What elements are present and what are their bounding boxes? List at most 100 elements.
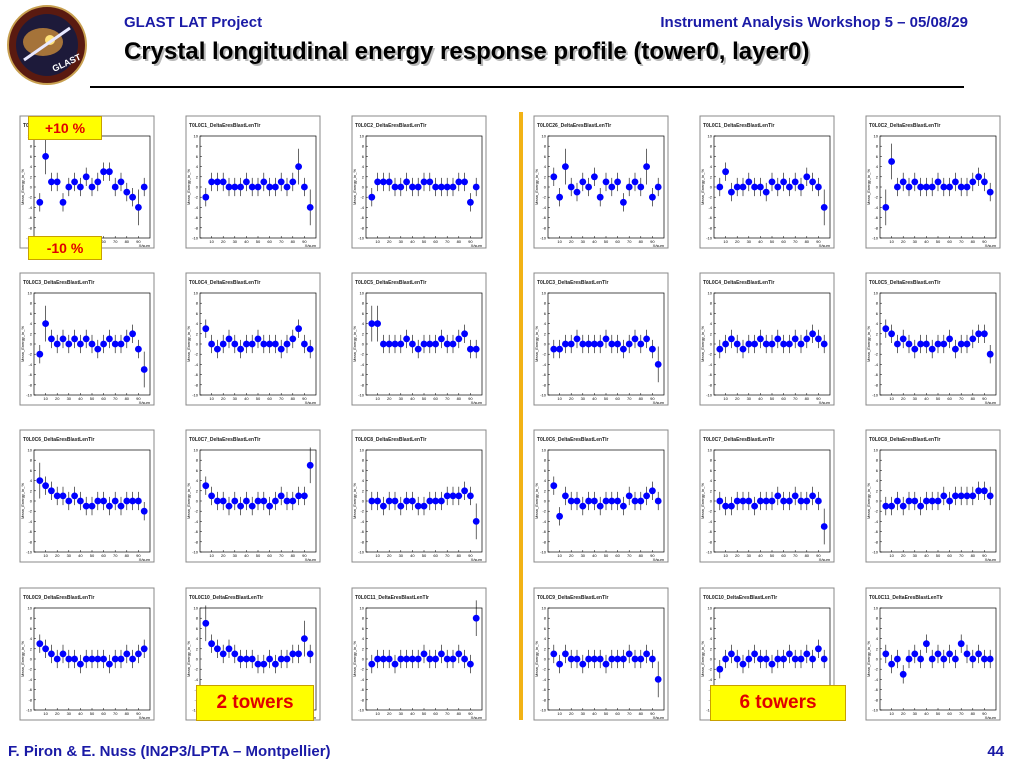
y-tick-label: 6: [544, 154, 547, 159]
data-point: [368, 660, 376, 668]
panel-title: T0L0C11_DeltaEresBlastLenTlr: [869, 595, 943, 601]
data-point: [815, 183, 822, 191]
data-point: [461, 178, 468, 186]
y-tick-label: -4: [708, 205, 712, 210]
y-tick-label: -2: [28, 195, 32, 200]
data-point: [625, 650, 633, 658]
y-tick-label: 2: [196, 174, 199, 179]
data-point: [248, 340, 256, 348]
y-tick-label: -6: [542, 372, 546, 377]
profile-panel: T0L0C3_DeltaEresBlastLenTlr -10 -8 -6 -4 -2 0 2…: [533, 272, 669, 406]
data-point: [231, 183, 239, 191]
y-tick-label: -4: [708, 677, 712, 682]
y-tick-label: 8: [544, 616, 547, 621]
y-tick-label: 10: [708, 448, 713, 453]
x-tick-label: 20: [569, 711, 574, 716]
panel-title: T0L0C1_DeltaEresBlastLenTlr: [189, 123, 260, 129]
data-point: [135, 497, 142, 505]
data-point: [409, 497, 416, 505]
panel-frame: [865, 429, 1001, 563]
y-tick-label: 0: [196, 185, 199, 190]
y-tick-label: 0: [710, 499, 713, 504]
x-tick-label: 10: [209, 553, 214, 558]
y-tick-label: 8: [544, 301, 547, 306]
y-tick-label: -10: [192, 393, 199, 398]
data-point: [467, 492, 474, 500]
y-axis-label: Mean_Energy_in_%: [20, 169, 25, 205]
y-tick-label: 10: [194, 448, 199, 453]
y-tick-label: 4: [876, 321, 879, 326]
data-point: [254, 660, 262, 668]
data-point: [208, 178, 216, 186]
data-point: [643, 335, 650, 343]
data-point: [414, 345, 422, 353]
panel-title: T0L0C8_DeltaEresBlastLenTlr: [355, 437, 426, 443]
data-point: [123, 650, 131, 658]
data-point: [631, 178, 639, 186]
x-tick-label: 80: [457, 396, 462, 401]
y-tick-label: 6: [710, 626, 713, 631]
y-tick-label: -6: [542, 687, 546, 692]
y-tick-label: 2: [30, 646, 33, 651]
data-point: [391, 660, 399, 668]
data-point: [59, 198, 67, 206]
y-axis-label: Mean_Energy_in_%: [186, 169, 191, 205]
y-axis-label: Mean_Energy_in_%: [186, 326, 191, 362]
y-tick-label: 2: [876, 174, 879, 179]
data-point: [614, 655, 621, 663]
data-point: [208, 640, 216, 648]
data-point: [952, 178, 959, 186]
data-point: [745, 340, 753, 348]
x-tick-label: 30: [747, 553, 752, 558]
y-tick-label: -2: [874, 509, 878, 514]
data-point: [277, 655, 285, 663]
data-point: [36, 477, 44, 484]
data-point: [643, 163, 650, 171]
y-tick-label: 0: [876, 499, 879, 504]
y-tick-label: -4: [542, 519, 546, 524]
y-tick-label: -10: [706, 708, 713, 713]
data-point: [614, 497, 621, 505]
data-point: [48, 178, 55, 186]
y-tick-label: 0: [876, 342, 879, 347]
data-point: [129, 193, 137, 201]
x-tick-label: 40: [924, 396, 929, 401]
y-tick-label: -4: [194, 677, 198, 682]
data-point: [48, 487, 55, 495]
y-tick-label: -2: [708, 195, 712, 200]
data-point: [567, 497, 575, 505]
data-point: [420, 340, 428, 348]
data-point: [815, 335, 822, 343]
data-point: [649, 655, 656, 663]
data-point: [562, 650, 569, 658]
y-tick-label: -8: [874, 225, 878, 230]
x-tick-label: 80: [805, 239, 810, 244]
data-point: [762, 497, 770, 505]
x-tick-label: 40: [758, 396, 763, 401]
y-tick-label: 2: [544, 646, 547, 651]
data-point: [573, 655, 581, 663]
data-point: [100, 497, 107, 505]
x-tick-label: 90: [468, 553, 473, 558]
data-point: [733, 655, 741, 663]
data-point: [117, 178, 125, 186]
data-point: [614, 178, 621, 186]
data-point: [928, 655, 936, 663]
x-tick-label: 40: [244, 396, 249, 401]
data-point: [969, 335, 977, 343]
data-point: [768, 497, 776, 505]
data-point: [550, 173, 558, 181]
panel-title: T0L0C2_DeltaEresBlastLenTlr: [869, 123, 940, 129]
x-axis-label: X/sum: [471, 715, 483, 720]
y-tick-label: -10: [872, 236, 879, 241]
data-point: [403, 655, 410, 663]
data-point: [768, 178, 776, 186]
data-point: [579, 178, 587, 186]
x-tick-label: 40: [410, 239, 415, 244]
x-tick-label: 90: [302, 396, 307, 401]
data-point: [928, 345, 936, 353]
panel-title: T0L0C6_DeltaEresBlastLenTlr: [537, 437, 608, 443]
data-point: [882, 325, 890, 333]
y-tick-label: -2: [194, 509, 198, 514]
data-point: [602, 660, 610, 668]
